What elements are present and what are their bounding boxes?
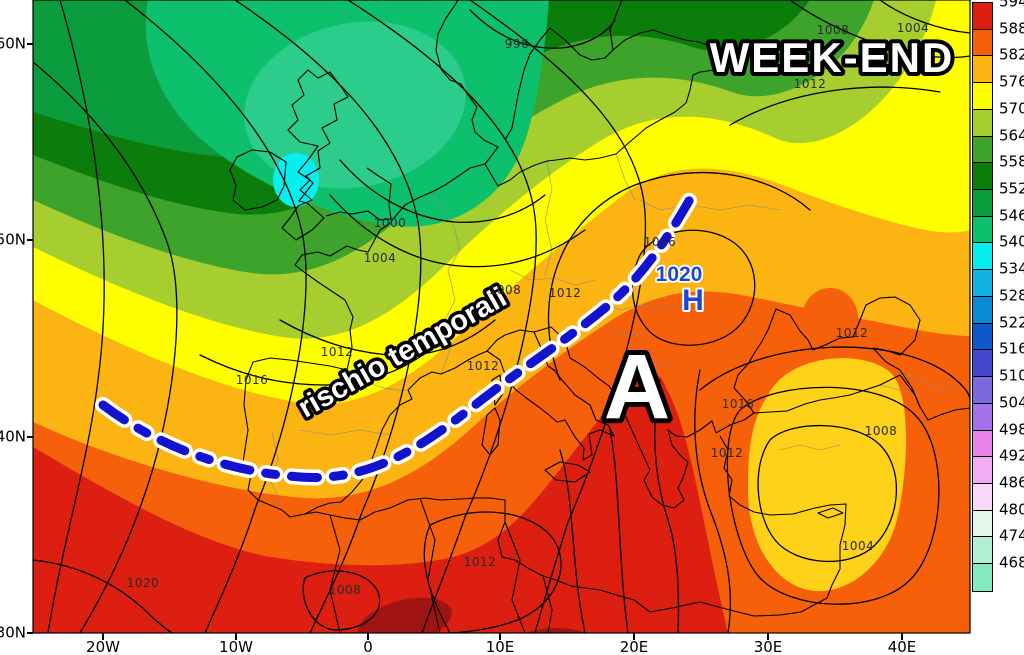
isobar-label: 1016 <box>643 235 677 249</box>
isobar-label: 1020 <box>126 576 160 590</box>
colorbar-tick-label: 468 <box>999 553 1024 572</box>
colorbar-segment <box>973 403 992 431</box>
colorbar-tick-label: 492 <box>999 446 1024 465</box>
colorbar-segment <box>973 83 992 110</box>
high-pressure-value: 1020 <box>656 263 703 286</box>
colorbar-tick-label: 582 <box>999 45 1024 64</box>
isobar-label: 1012 <box>548 286 582 300</box>
colorbar-segment <box>973 430 992 458</box>
colorbar-tick-label: 552 <box>999 179 1024 198</box>
lon-label: 30E <box>753 638 783 655</box>
colorbar-segment <box>973 216 992 244</box>
isobar-label: 1012 <box>835 326 869 340</box>
lon-tick <box>102 633 104 640</box>
lat-label: 50N <box>0 230 26 249</box>
isobar-label: 1004 <box>363 251 397 265</box>
colorbar-segment <box>973 564 992 591</box>
colorbar-tick-label: 474 <box>999 526 1024 545</box>
isobar-label: 1012 <box>466 359 500 373</box>
lon-tick <box>367 633 369 640</box>
colorbar-segment <box>973 510 992 538</box>
colorbar-tick-label: 540 <box>999 232 1024 251</box>
colorbar-segment <box>973 29 992 57</box>
fill-bands <box>33 0 970 633</box>
lon-tick <box>499 633 501 640</box>
high-pressure-symbol: H <box>682 284 704 317</box>
colorbar-tick-label: 576 <box>999 72 1024 91</box>
colorbar-tick-label: 594 <box>999 0 1024 11</box>
storm-risk-line <box>95 179 705 486</box>
colorbar-segment <box>973 296 992 324</box>
lat-tick <box>27 239 33 241</box>
storm-risk-line-dashes <box>98 182 702 482</box>
isobar-label: 1012 <box>320 345 354 359</box>
colorbar-tick-label: 510 <box>999 366 1024 385</box>
colorbar-segment <box>973 136 992 164</box>
colorbar-tick-label: 570 <box>999 99 1024 118</box>
isobars <box>33 0 970 633</box>
isobar-label: 1008 <box>488 283 522 297</box>
lat-label: 40N <box>0 427 26 446</box>
colorbar-tick-label: 486 <box>999 473 1024 492</box>
isobar-label: 1008 <box>816 23 850 37</box>
colorbar-segment <box>973 56 992 84</box>
lat-tick <box>27 43 33 45</box>
colorbar-segment <box>973 163 992 191</box>
colorbar-tick-label: 498 <box>999 420 1024 439</box>
isobar-label: 1000 <box>373 216 407 230</box>
lon-label: 0 <box>363 638 373 655</box>
colorbar-tick-label: 558 <box>999 152 1024 171</box>
colorbar-tick-label: 546 <box>999 206 1024 225</box>
isobar-label: 1008 <box>864 424 898 438</box>
lon-label: 40E <box>887 638 917 655</box>
colorbar-tick-label: 516 <box>999 339 1024 358</box>
isobar-label: 1016 <box>721 397 755 411</box>
colorbar-tick-label: 588 <box>999 19 1024 38</box>
lon-tick <box>235 633 237 640</box>
colorbar-tick-label: 534 <box>999 259 1024 278</box>
colorbar-tick-label: 564 <box>999 126 1024 145</box>
lon-label: 20W <box>86 638 120 655</box>
lat-tick <box>27 436 33 438</box>
isobar-label: 1004 <box>896 21 930 35</box>
anticyclone-letter: A <box>604 336 670 438</box>
colorbar-segment <box>973 377 992 404</box>
colorbar-segment <box>973 457 992 484</box>
lat-tick <box>27 632 33 634</box>
isobar-label: 1008 <box>328 583 362 597</box>
weekend-title: WEEK-END <box>710 34 955 81</box>
colorbar-segment <box>973 537 992 565</box>
colorbar-segment <box>973 109 992 137</box>
colorbar-tick-label: 528 <box>999 286 1024 305</box>
lon-tick <box>767 633 769 640</box>
lon-label: 20E <box>619 638 649 655</box>
colorbar-segment <box>973 350 992 378</box>
map-frame <box>32 0 971 634</box>
isobar-label: 1016 <box>235 373 269 387</box>
isobar-label: 1012 <box>793 77 827 91</box>
colorbar-segment <box>973 243 992 271</box>
lon-tick <box>901 633 903 640</box>
isobar-label: 1012 <box>463 555 497 569</box>
colorbar-tick-label: 504 <box>999 393 1024 412</box>
colorbar-tick-label: 522 <box>999 313 1024 332</box>
lat-label: 60N <box>0 34 26 53</box>
geopotential-colorbar <box>972 2 993 592</box>
coastlines <box>229 0 970 633</box>
isobar-label: 1004 <box>841 539 875 553</box>
colorbar-segment <box>973 323 992 351</box>
colorbar-segment <box>973 270 992 297</box>
colorbar-segment <box>973 483 992 511</box>
colorbar-segment <box>973 190 992 217</box>
lat-label: 30N <box>0 623 26 642</box>
lon-label: 10E <box>485 638 515 655</box>
lon-label: 10W <box>219 638 253 655</box>
isobar-label: 996 <box>504 37 530 51</box>
lon-tick <box>633 633 635 640</box>
colorbar-segment <box>973 3 992 30</box>
isobar-label: 1012 <box>710 446 744 460</box>
colorbar-tick-label: 480 <box>999 500 1024 519</box>
